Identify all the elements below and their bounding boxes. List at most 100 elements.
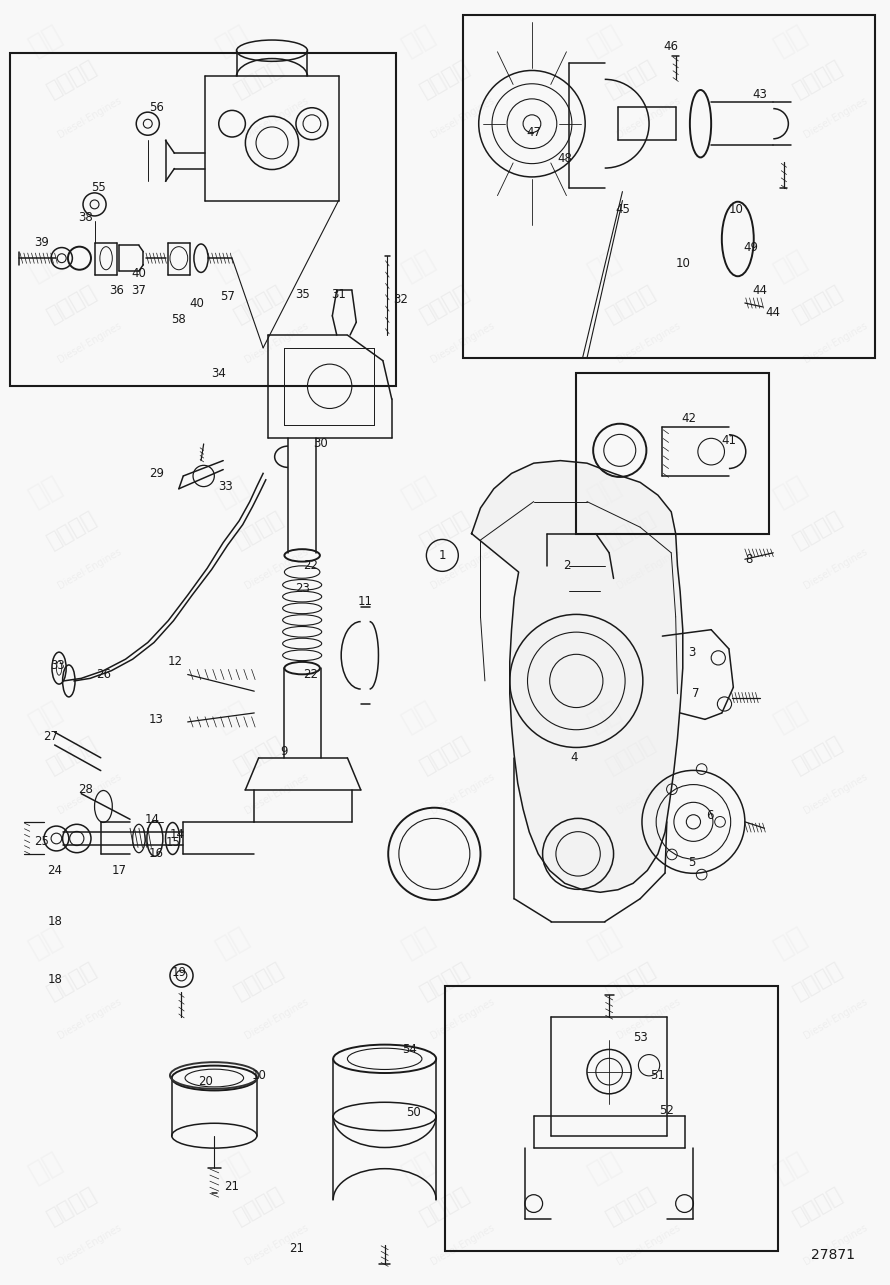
Text: 44: 44 xyxy=(765,306,781,319)
Text: 27871: 27871 xyxy=(811,1248,855,1262)
Text: 动力: 动力 xyxy=(583,470,626,511)
Text: 4: 4 xyxy=(570,752,578,765)
Text: 动力: 动力 xyxy=(397,1148,440,1189)
Text: 10: 10 xyxy=(729,203,743,216)
Text: 50: 50 xyxy=(407,1106,421,1119)
Text: 动力: 动力 xyxy=(770,696,813,738)
Text: 柴发动力: 柴发动力 xyxy=(603,283,659,326)
Text: Diesel·Engines: Diesel·Engines xyxy=(56,997,124,1041)
Text: Diesel·Engines: Diesel·Engines xyxy=(616,1222,683,1267)
Text: 20: 20 xyxy=(198,1076,213,1088)
Text: 25: 25 xyxy=(34,834,49,848)
Text: 10: 10 xyxy=(251,1069,266,1082)
Text: 动力: 动力 xyxy=(211,696,254,738)
Text: 33: 33 xyxy=(218,479,233,492)
Text: 21: 21 xyxy=(224,1181,239,1194)
Text: 柴发动力: 柴发动力 xyxy=(789,959,846,1002)
Text: Diesel·Engines: Diesel·Engines xyxy=(429,320,497,365)
Text: 18: 18 xyxy=(47,973,62,986)
Polygon shape xyxy=(472,460,683,892)
Text: 柴发动力: 柴发动力 xyxy=(44,283,101,326)
Text: 58: 58 xyxy=(172,314,186,326)
Text: 32: 32 xyxy=(393,293,409,306)
Text: 14: 14 xyxy=(170,828,184,842)
Text: 柴发动力: 柴发动力 xyxy=(44,734,101,777)
Text: 51: 51 xyxy=(651,1069,666,1082)
Text: 柴发动力: 柴发动力 xyxy=(603,1183,659,1228)
Text: 40: 40 xyxy=(190,297,204,310)
Text: 柴发动力: 柴发动力 xyxy=(231,1183,287,1228)
Text: Diesel·Engines: Diesel·Engines xyxy=(56,95,124,140)
Text: 柴发动力: 柴发动力 xyxy=(603,959,659,1002)
Text: 44: 44 xyxy=(752,284,767,297)
Text: 柴发动力: 柴发动力 xyxy=(789,734,846,777)
Text: 柴发动力: 柴发动力 xyxy=(603,57,659,102)
Text: 动力: 动力 xyxy=(24,470,67,511)
Text: 45: 45 xyxy=(615,203,630,216)
Text: 动力: 动力 xyxy=(583,245,626,287)
Text: 柴发动力: 柴发动力 xyxy=(44,508,101,551)
Text: Diesel·Engines: Diesel·Engines xyxy=(802,771,869,816)
Text: 动力: 动力 xyxy=(770,1148,813,1189)
Text: Diesel·Engines: Diesel·Engines xyxy=(802,997,869,1041)
Text: 55: 55 xyxy=(92,181,107,194)
Text: 2: 2 xyxy=(562,559,570,572)
Text: 29: 29 xyxy=(150,466,164,479)
Text: 28: 28 xyxy=(78,784,93,797)
Text: 柴发动力: 柴发动力 xyxy=(789,1183,846,1228)
Text: 柴发动力: 柴发动力 xyxy=(231,508,287,551)
Text: 动力: 动力 xyxy=(583,1148,626,1189)
Text: Diesel·Engines: Diesel·Engines xyxy=(802,95,869,140)
Text: 动力: 动力 xyxy=(211,1148,254,1189)
Text: 46: 46 xyxy=(664,40,679,54)
Text: 柴发动力: 柴发动力 xyxy=(789,57,846,102)
Text: 22: 22 xyxy=(303,559,318,572)
Text: 52: 52 xyxy=(659,1104,675,1117)
Text: 17: 17 xyxy=(112,864,127,878)
Text: 42: 42 xyxy=(682,411,697,425)
Text: 27: 27 xyxy=(43,730,58,743)
Text: Diesel·Engines: Diesel·Engines xyxy=(56,320,124,365)
Text: 21: 21 xyxy=(289,1241,304,1255)
Text: Diesel·Engines: Diesel·Engines xyxy=(616,546,683,591)
Text: 动力: 动力 xyxy=(211,470,254,511)
Text: 31: 31 xyxy=(331,288,346,301)
Text: 柴发动力: 柴发动力 xyxy=(789,508,846,551)
Bar xyxy=(577,374,769,533)
Text: 动力: 动力 xyxy=(211,21,254,60)
Text: Diesel·Engines: Diesel·Engines xyxy=(429,771,497,816)
Text: 柴发动力: 柴发动力 xyxy=(417,1183,473,1228)
Text: 11: 11 xyxy=(358,595,373,608)
Text: 柴发动力: 柴发动力 xyxy=(44,57,101,102)
Text: 26: 26 xyxy=(96,668,111,681)
Text: 57: 57 xyxy=(220,290,235,303)
Text: 柴发动力: 柴发动力 xyxy=(417,57,473,102)
Text: 9: 9 xyxy=(279,745,287,758)
Text: 动力: 动力 xyxy=(211,245,254,287)
Text: Diesel·Engines: Diesel·Engines xyxy=(56,1222,124,1267)
Text: Diesel·Engines: Diesel·Engines xyxy=(429,997,497,1041)
Text: Diesel·Engines: Diesel·Engines xyxy=(616,997,683,1041)
Text: 柴发动力: 柴发动力 xyxy=(231,283,287,326)
Text: 5: 5 xyxy=(688,856,695,870)
Text: 24: 24 xyxy=(47,864,62,878)
Text: 47: 47 xyxy=(526,126,541,139)
Bar xyxy=(463,15,875,359)
Text: Diesel·Engines: Diesel·Engines xyxy=(243,546,310,591)
Text: 柴发动力: 柴发动力 xyxy=(417,734,473,777)
Text: 6: 6 xyxy=(706,810,713,822)
Text: Diesel·Engines: Diesel·Engines xyxy=(802,1222,869,1267)
Text: 动力: 动力 xyxy=(24,696,67,738)
Text: 柴发动力: 柴发动力 xyxy=(231,959,287,1002)
Text: 动力: 动力 xyxy=(397,696,440,738)
Text: 39: 39 xyxy=(34,236,49,249)
Text: 柴发动力: 柴发动力 xyxy=(417,508,473,551)
Text: 54: 54 xyxy=(402,1043,417,1056)
Text: Diesel·Engines: Diesel·Engines xyxy=(243,320,310,365)
Text: Diesel·Engines: Diesel·Engines xyxy=(429,1222,497,1267)
Text: 动力: 动力 xyxy=(397,921,440,962)
Text: 56: 56 xyxy=(150,100,164,113)
Text: 柴发动力: 柴发动力 xyxy=(603,734,659,777)
Text: 柴发动力: 柴发动力 xyxy=(789,283,846,326)
Text: 3: 3 xyxy=(688,646,695,659)
